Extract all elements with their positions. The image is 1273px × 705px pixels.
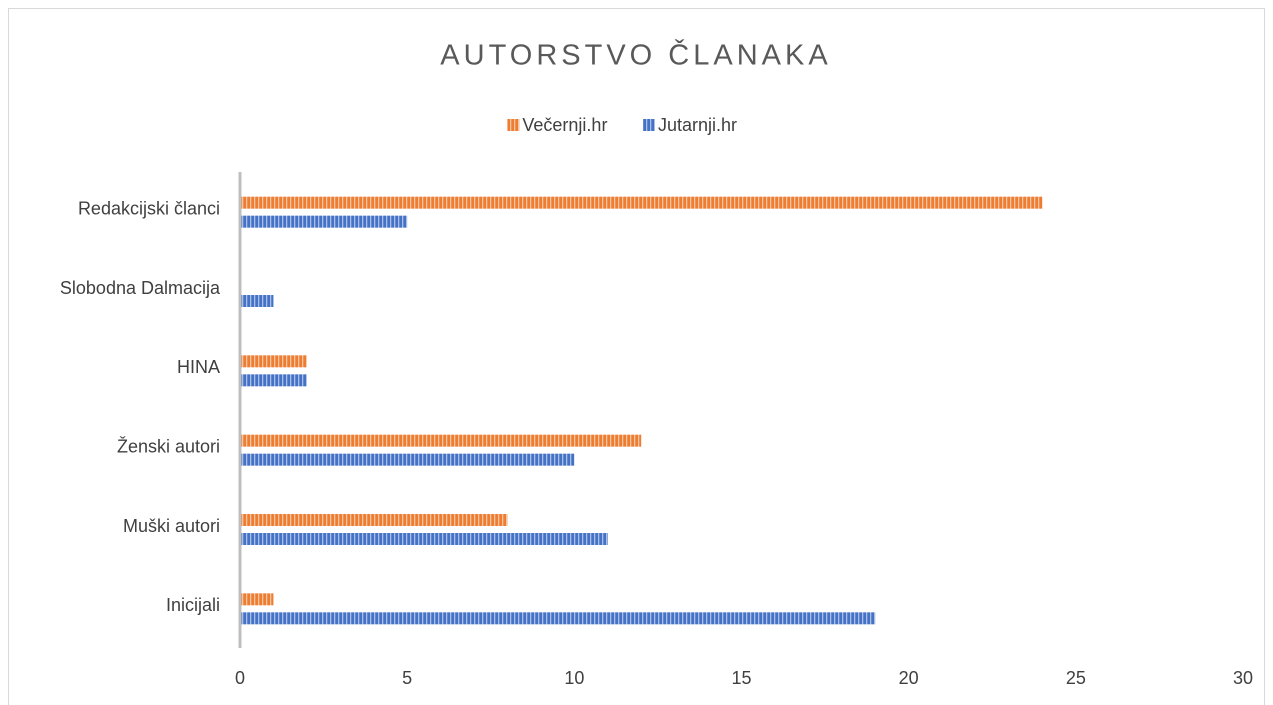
- y-tick-label: Ženski autori: [117, 436, 220, 456]
- legend-label: Jutarnji.hr: [658, 115, 737, 135]
- legend-swatch: [643, 119, 655, 131]
- x-tick-label: 0: [235, 668, 245, 688]
- bar: [240, 355, 307, 368]
- legend-label: Večernji.hr: [522, 115, 607, 135]
- bar: [240, 295, 274, 307]
- bar: [240, 593, 274, 606]
- x-tick-label: 20: [899, 668, 919, 688]
- chart-title: AUTORSTVO ČLANAKA: [440, 38, 831, 72]
- chart-frame: [8, 8, 1265, 705]
- y-tick-label: HINA: [177, 357, 220, 377]
- bar: [240, 215, 408, 228]
- bar: [240, 374, 307, 387]
- x-tick-label: 5: [402, 668, 412, 688]
- bar: [240, 453, 575, 466]
- bar: [240, 434, 642, 447]
- y-tick-label: Redakcijski članci: [78, 198, 220, 218]
- y-tick-label: Slobodna Dalmacija: [60, 278, 221, 298]
- bar: [240, 612, 876, 625]
- x-tick-label: 25: [1066, 668, 1086, 688]
- x-tick-label: 30: [1233, 668, 1253, 688]
- bar: [240, 514, 508, 526]
- bar: [240, 533, 608, 545]
- y-tick-label: Inicijali: [166, 595, 220, 615]
- x-tick-label: 15: [731, 668, 751, 688]
- legend-swatch: [507, 119, 520, 131]
- bar: [240, 196, 1043, 209]
- x-tick-label: 10: [564, 668, 584, 688]
- y-tick-label: Muški autori: [123, 516, 220, 536]
